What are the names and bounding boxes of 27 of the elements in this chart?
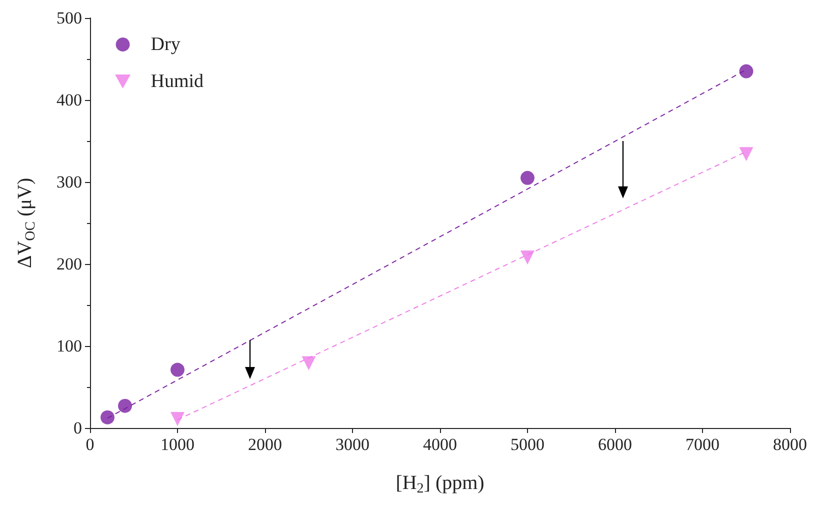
x-tick-label: 4000 <box>423 435 457 454</box>
y-axis-title: ΔVOC (μV) <box>14 178 38 268</box>
y-tick-label: 200 <box>56 254 82 274</box>
legend-label: Humid <box>150 71 204 92</box>
y-tick-label: 500 <box>56 8 82 28</box>
x-tick-label: 2000 <box>248 435 282 454</box>
y-tick-label: 300 <box>56 172 82 192</box>
x-tick-label: 7000 <box>686 435 720 454</box>
point <box>100 410 114 424</box>
point <box>520 170 534 185</box>
point <box>118 398 132 413</box>
legend-label: Dry <box>150 34 181 55</box>
point <box>302 356 316 370</box>
point <box>170 362 184 377</box>
y-tick-label: 0 <box>74 418 82 438</box>
x-tick-label: 5000 <box>510 435 544 454</box>
y-tick-label: 400 <box>56 90 82 110</box>
point <box>739 64 754 78</box>
point <box>520 250 534 264</box>
x-tick-label: 6000 <box>598 435 632 454</box>
x-tick-label: 1000 <box>160 435 194 454</box>
y-tick-label: 100 <box>56 336 82 356</box>
point <box>170 412 184 426</box>
x-tick-label: 0 <box>86 435 94 454</box>
point <box>739 147 754 162</box>
x-tick-label: 8000 <box>773 435 807 454</box>
x-tick-label: 3000 <box>336 435 370 454</box>
